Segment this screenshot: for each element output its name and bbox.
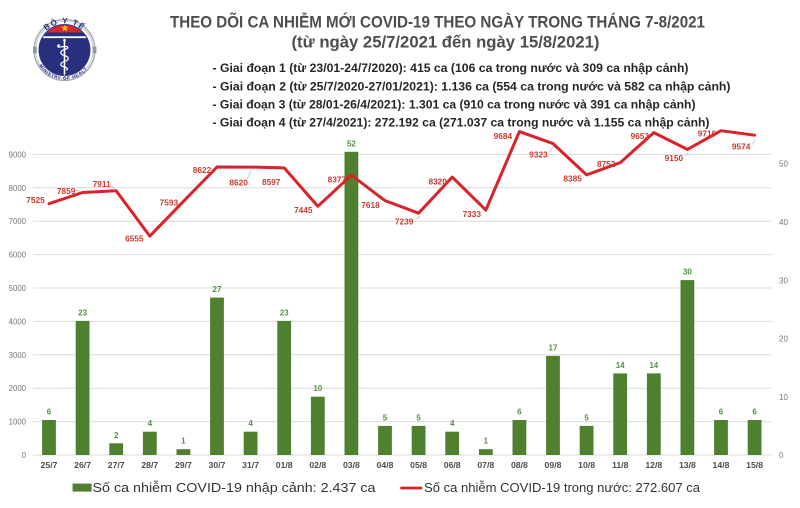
svg-text:- Giai đoạn 3 (từ 28/01-26/4/2: - Giai đoạn 3 (từ 28/01-26/4/2021): 1.30… (213, 99, 696, 111)
svg-text:5: 5 (416, 413, 421, 422)
svg-text:05/8: 05/8 (410, 460, 427, 470)
svg-text:9150: 9150 (665, 153, 684, 163)
svg-text:01/8: 01/8 (276, 460, 293, 470)
svg-text:06/8: 06/8 (444, 460, 461, 470)
svg-text:- Giai đoạn 4 (từ 27/4/2021):: - Giai đoạn 4 (từ 27/4/2021): 272.192 ca… (213, 118, 710, 130)
svg-text:3000: 3000 (9, 351, 27, 360)
svg-text:4: 4 (248, 419, 253, 428)
svg-text:- Giai đoạn 2 (từ 25/7/2020-27: - Giai đoạn 2 (từ 25/7/2020-27/01/2021):… (213, 81, 731, 93)
svg-text:9323: 9323 (529, 149, 548, 159)
svg-text:6000: 6000 (9, 251, 27, 260)
svg-text:17: 17 (549, 343, 558, 352)
svg-text:8000: 8000 (9, 184, 27, 193)
svg-text:15/8: 15/8 (746, 460, 763, 470)
svg-text:9574: 9574 (732, 141, 751, 151)
svg-text:9684: 9684 (494, 131, 513, 141)
svg-text:5: 5 (584, 413, 589, 422)
svg-text:- Giai đoạn 1 (từ 23/01-24/7/2: - Giai đoạn 1 (từ 23/01-24/7/2020): 415 … (213, 63, 689, 75)
svg-text:7593: 7593 (160, 198, 179, 208)
svg-text:7333: 7333 (463, 209, 482, 219)
svg-text:04/8: 04/8 (377, 460, 394, 470)
svg-text:8377: 8377 (328, 174, 347, 184)
svg-text:0: 0 (22, 451, 27, 460)
svg-text:2000: 2000 (9, 384, 27, 393)
svg-text:9000: 9000 (9, 150, 27, 159)
svg-text:6: 6 (752, 408, 757, 417)
svg-text:13/8: 13/8 (679, 460, 696, 470)
svg-text:02/8: 02/8 (309, 460, 326, 470)
svg-text:14/8: 14/8 (713, 460, 730, 470)
svg-text:40: 40 (779, 218, 788, 227)
svg-text:9710: 9710 (698, 128, 717, 138)
svg-text:6: 6 (517, 408, 522, 417)
svg-text:31/7: 31/7 (242, 460, 259, 470)
svg-text:6: 6 (47, 408, 52, 417)
svg-text:27: 27 (213, 285, 222, 294)
svg-text:Số ca nhiễm COVID-19 nhập cảnh: Số ca nhiễm COVID-19 nhập cảnh: 2.437 ca (93, 480, 376, 495)
svg-text:23: 23 (78, 308, 87, 317)
svg-text:52: 52 (347, 139, 356, 148)
svg-text:10: 10 (313, 384, 322, 393)
svg-text:5: 5 (383, 413, 388, 422)
svg-text:10: 10 (779, 393, 788, 402)
svg-text:30: 30 (779, 276, 788, 285)
svg-text:25/7: 25/7 (41, 460, 58, 470)
svg-text:03/8: 03/8 (343, 460, 360, 470)
svg-text:Số ca nhiễm COVID-19 trong nướ: Số ca nhiễm COVID-19 trong nước: 272.607… (424, 480, 700, 495)
svg-text:09/8: 09/8 (545, 460, 562, 470)
svg-text:30/7: 30/7 (209, 460, 226, 470)
svg-text:4: 4 (450, 419, 455, 428)
svg-text:2: 2 (114, 431, 119, 440)
svg-text:7445: 7445 (294, 205, 313, 215)
svg-text:4000: 4000 (9, 317, 27, 326)
svg-text:1: 1 (484, 437, 489, 446)
svg-text:8385: 8385 (563, 174, 582, 184)
svg-text:8622: 8622 (193, 165, 212, 175)
svg-text:29/7: 29/7 (175, 460, 192, 470)
svg-text:1000: 1000 (9, 418, 27, 427)
svg-text:26/7: 26/7 (74, 460, 91, 470)
svg-text:6555: 6555 (125, 233, 144, 243)
svg-text:7618: 7618 (361, 200, 380, 210)
svg-text:8620: 8620 (229, 177, 248, 187)
svg-text:7525: 7525 (26, 195, 45, 205)
svg-text:14: 14 (616, 361, 625, 370)
svg-text:11/8: 11/8 (612, 460, 629, 470)
svg-text:8320: 8320 (428, 176, 447, 186)
svg-text:6: 6 (719, 408, 724, 417)
svg-text:27/7: 27/7 (108, 460, 125, 470)
svg-text:7859: 7859 (57, 186, 76, 196)
svg-text:20: 20 (779, 335, 788, 344)
svg-text:8597: 8597 (262, 177, 281, 187)
svg-text:4: 4 (148, 419, 153, 428)
svg-text:7000: 7000 (9, 217, 27, 226)
svg-text:1: 1 (181, 437, 186, 446)
svg-text:(từ ngày 25/7/2021 đến ngày 15: (từ ngày 25/7/2021 đến ngày 15/8/2021) (292, 34, 600, 52)
svg-text:0: 0 (779, 451, 784, 460)
svg-text:12/8: 12/8 (645, 460, 662, 470)
svg-text:28/7: 28/7 (141, 460, 158, 470)
svg-text:THEO DÕI CA NHIỄM MỚI COVID-19: THEO DÕI CA NHIỄM MỚI COVID-19 THEO NGÀY… (170, 12, 705, 32)
svg-text:50: 50 (779, 160, 788, 169)
svg-text:8752: 8752 (597, 159, 616, 169)
svg-text:07/8: 07/8 (477, 460, 494, 470)
svg-text:10/8: 10/8 (578, 460, 595, 470)
svg-text:23: 23 (280, 308, 289, 317)
svg-text:08/8: 08/8 (511, 460, 528, 470)
svg-text:30: 30 (683, 268, 692, 277)
svg-text:5000: 5000 (9, 284, 27, 293)
svg-text:14: 14 (649, 361, 658, 370)
svg-text:9653: 9653 (631, 131, 650, 141)
svg-text:7911: 7911 (93, 179, 111, 189)
svg-text:7239: 7239 (395, 216, 414, 226)
